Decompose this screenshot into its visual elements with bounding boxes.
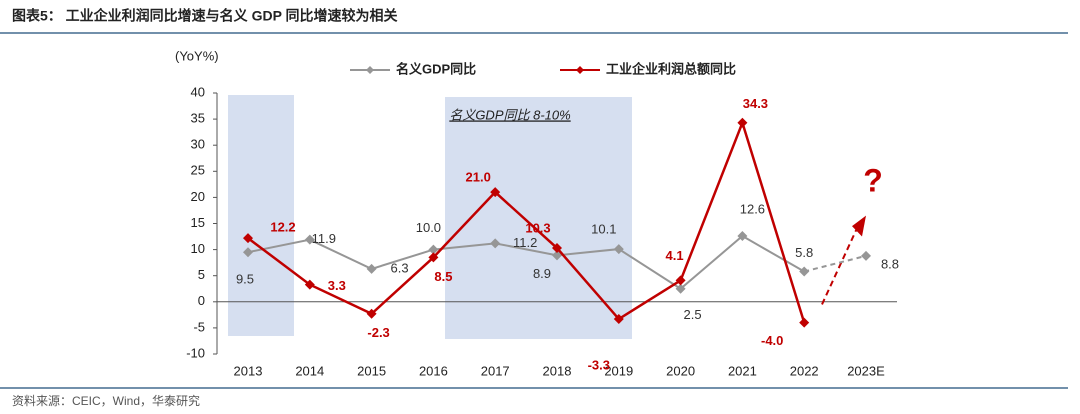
series-line bbox=[247, 118, 806, 324]
marker bbox=[490, 187, 501, 198]
band-annotation: 名义GDP同比 8-10% bbox=[449, 107, 570, 122]
question-mark: ? bbox=[863, 162, 883, 198]
legend-marker bbox=[576, 66, 584, 74]
source: 资料来源：CEIC，Wind，华泰研究 bbox=[12, 393, 200, 408]
data-label: 11.2 bbox=[513, 235, 537, 250]
marker bbox=[675, 283, 686, 294]
x-tick-label: 2019 bbox=[604, 363, 633, 378]
marker bbox=[243, 247, 253, 258]
marker bbox=[861, 250, 871, 261]
data-label: 9.5 bbox=[236, 272, 254, 287]
data-label: 2.5 bbox=[684, 307, 702, 322]
x-tick-label: 2018 bbox=[543, 363, 572, 378]
y-tick-label: 40 bbox=[191, 84, 205, 99]
y-tick-label: 25 bbox=[191, 163, 205, 178]
y-tick-label: -10 bbox=[186, 345, 205, 360]
data-label: 10.3 bbox=[525, 220, 550, 235]
y-tick-label: 35 bbox=[191, 111, 205, 126]
data-label: 4.1 bbox=[666, 248, 684, 263]
arrow-head bbox=[852, 215, 866, 237]
figure-title: 图表5： 工业企业利润同比增速与名义 GDP 同比增速较为相关 bbox=[12, 8, 398, 24]
y-tick-label: 15 bbox=[191, 215, 205, 230]
legend-label: 工业企业利润总额同比 bbox=[606, 61, 736, 76]
marker bbox=[366, 263, 377, 274]
x-tick-label: 2015 bbox=[357, 363, 386, 378]
y-tick-label: 20 bbox=[191, 189, 205, 204]
data-label: 21.0 bbox=[466, 170, 491, 185]
y-tick-label: 5 bbox=[198, 267, 205, 282]
marker bbox=[737, 117, 748, 128]
x-tick-label: 2017 bbox=[481, 363, 510, 378]
marker bbox=[428, 244, 439, 255]
data-label: -3.3 bbox=[588, 357, 610, 372]
data-label: 8.5 bbox=[434, 269, 452, 284]
data-label: 8.9 bbox=[533, 266, 551, 281]
marker bbox=[428, 252, 439, 263]
x-tick-label: 2023E bbox=[847, 363, 885, 378]
data-label: 6.3 bbox=[391, 260, 409, 275]
marker bbox=[613, 244, 624, 255]
legend-label: 名义GDP同比 bbox=[396, 61, 476, 76]
marker bbox=[552, 243, 562, 254]
x-tick-label: 2013 bbox=[234, 363, 263, 378]
series-line bbox=[247, 234, 805, 290]
data-label: 10.0 bbox=[416, 220, 441, 235]
x-tick-label: 2014 bbox=[295, 363, 324, 378]
marker bbox=[243, 233, 253, 244]
data-label: -2.3 bbox=[367, 325, 389, 340]
data-label: 12.2 bbox=[270, 220, 295, 235]
projection-line bbox=[803, 254, 867, 273]
marker bbox=[366, 308, 377, 319]
data-label: 12.6 bbox=[740, 201, 765, 216]
x-tick-label: 2021 bbox=[728, 363, 757, 378]
data-label: -4.0 bbox=[761, 333, 783, 348]
data-label: 11.9 bbox=[312, 231, 336, 246]
data-label: 34.3 bbox=[743, 96, 768, 111]
x-tick-label: 2020 bbox=[666, 363, 695, 378]
marker bbox=[799, 317, 810, 328]
marker bbox=[799, 266, 810, 277]
y-tick-label: 0 bbox=[198, 293, 205, 308]
data-label: 10.1 bbox=[591, 222, 616, 237]
marker bbox=[490, 238, 501, 249]
marker bbox=[304, 279, 315, 290]
data-label: 5.8 bbox=[795, 245, 813, 260]
x-tick-label: 2022 bbox=[790, 363, 819, 378]
x-tick-label: 2016 bbox=[419, 363, 448, 378]
shaded-period bbox=[228, 95, 294, 336]
y-tick-label: -5 bbox=[193, 319, 205, 334]
marker bbox=[675, 275, 686, 286]
legend-marker bbox=[366, 66, 374, 74]
y-tick-label: 10 bbox=[191, 241, 205, 256]
marker bbox=[552, 250, 562, 261]
marker bbox=[613, 314, 624, 325]
data-label: 8.8 bbox=[881, 256, 899, 271]
y-tick-label: 30 bbox=[191, 137, 205, 152]
marker bbox=[304, 234, 315, 245]
projection-arrow bbox=[821, 225, 859, 305]
marker bbox=[737, 231, 748, 242]
data-label: 3.3 bbox=[328, 278, 346, 293]
y-axis-label: (YoY%) bbox=[175, 48, 219, 63]
